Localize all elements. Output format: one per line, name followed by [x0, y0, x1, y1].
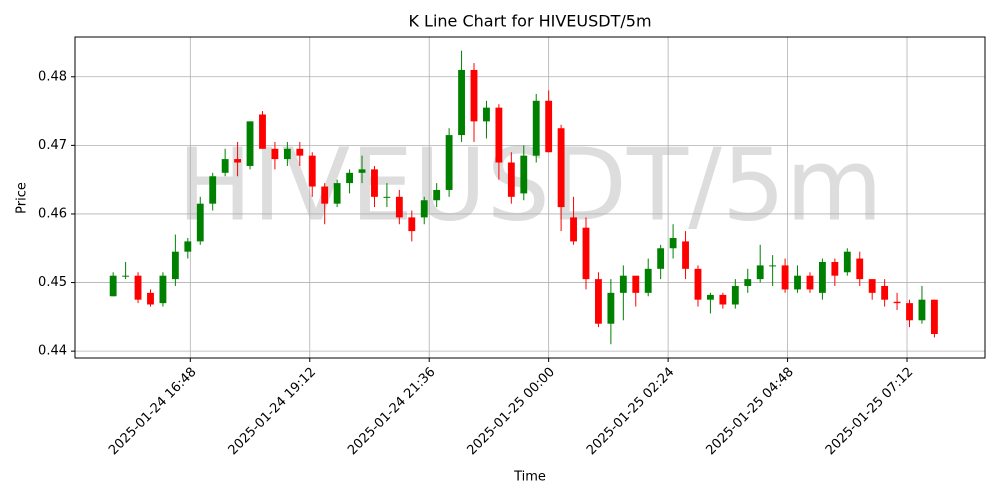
- candle-body: [383, 196, 391, 198]
- candle-body: [321, 186, 329, 204]
- candle-body: [657, 248, 665, 269]
- candle-body: [209, 176, 217, 204]
- candle-body: [221, 159, 229, 173]
- candle-body: [694, 268, 702, 300]
- candle-body: [495, 107, 503, 163]
- y-tick-label: 0.45: [38, 275, 67, 290]
- candle-body: [346, 172, 353, 184]
- candle-body: [682, 241, 689, 269]
- candle-body: [470, 69, 478, 122]
- candle-body: [483, 107, 490, 122]
- candle-body: [856, 258, 864, 280]
- candle-body: [794, 275, 801, 290]
- candle-body: [532, 100, 540, 156]
- candle-body: [731, 285, 739, 305]
- y-tick-label: 0.47: [38, 138, 67, 153]
- candle-body: [458, 69, 465, 136]
- candle-body: [744, 279, 752, 286]
- candle-body: [271, 148, 279, 160]
- candle-body: [918, 299, 926, 321]
- candle-body: [196, 203, 204, 242]
- candle-body: [868, 279, 876, 293]
- candle-body: [719, 294, 727, 305]
- candle-body: [818, 261, 826, 293]
- candle-body: [171, 251, 179, 280]
- candle-body: [881, 285, 889, 300]
- candle-body: [843, 251, 851, 273]
- candle-body: [333, 183, 341, 204]
- y-tick-label: 0.44: [38, 344, 67, 359]
- candle-body: [296, 148, 304, 156]
- candle-body: [395, 196, 403, 218]
- candle-body: [408, 217, 416, 232]
- y-tick-label: 0.48: [38, 69, 67, 84]
- candle-body: [246, 121, 254, 166]
- candle-body: [781, 265, 789, 290]
- candle-body: [234, 159, 242, 163]
- candle-body: [283, 148, 291, 160]
- candle-body: [109, 275, 117, 297]
- candle-body: [520, 155, 528, 194]
- candle-body: [893, 301, 901, 304]
- candle-body: [557, 128, 565, 208]
- candle-body: [358, 169, 366, 173]
- candle-body: [147, 292, 154, 305]
- candle-body: [669, 237, 677, 249]
- candle-body: [545, 100, 553, 153]
- candle-body: [259, 114, 266, 149]
- candle-body: [806, 275, 814, 290]
- candle-body: [607, 292, 615, 324]
- candle-body: [420, 200, 428, 218]
- plot-frame: [74, 36, 986, 359]
- candle-body: [507, 162, 515, 197]
- chart-title: K Line Chart for HIVEUSDT/5m: [408, 12, 651, 31]
- candle-body: [122, 275, 130, 277]
- candle-body: [582, 227, 590, 280]
- y-tick-label: 0.46: [38, 206, 67, 221]
- candle-body: [906, 303, 913, 321]
- candle-body: [445, 135, 453, 190]
- watermark: HIVEUSDT/5m: [177, 126, 883, 243]
- candle-body: [644, 268, 652, 293]
- candle-body: [159, 275, 167, 304]
- x-axis-label: Time: [513, 470, 546, 485]
- candle-body: [707, 294, 714, 300]
- candle-body: [134, 275, 142, 300]
- candle-body: [184, 241, 192, 252]
- candle-body: [930, 299, 938, 334]
- candle-body: [433, 189, 441, 201]
- candle-body: [308, 155, 316, 187]
- candle-body: [632, 275, 640, 293]
- y-axis-label: Price: [15, 182, 30, 214]
- candle-body: [619, 275, 627, 293]
- candle-body: [570, 217, 577, 242]
- candle-body: [595, 279, 602, 324]
- candle-body: [831, 261, 839, 276]
- candle-body: [756, 265, 764, 280]
- candle-body: [769, 265, 777, 267]
- candle-body: [371, 169, 378, 197]
